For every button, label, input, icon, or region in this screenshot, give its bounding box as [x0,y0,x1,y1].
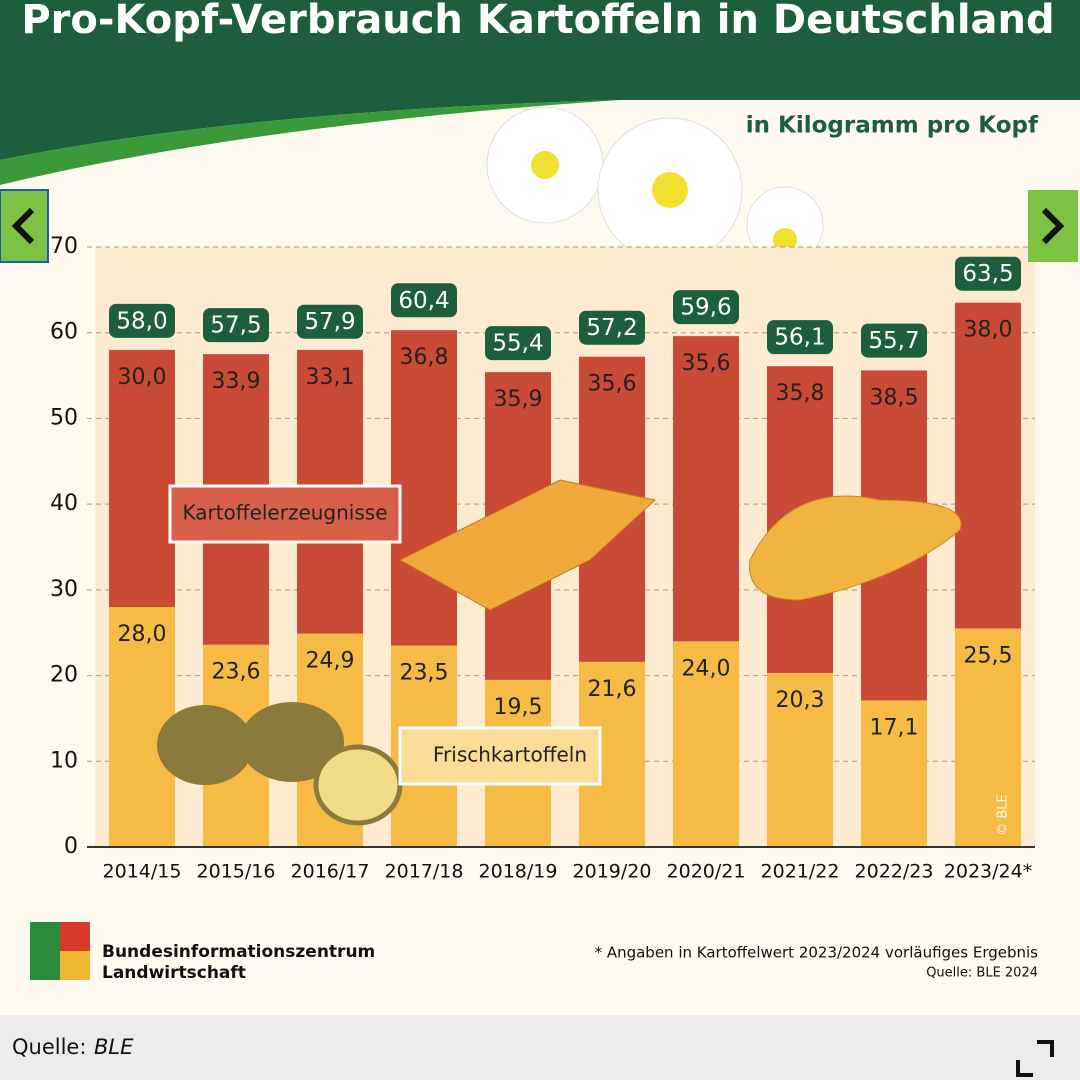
data-label: 23,5 [400,661,449,686]
fries-illustration [398,479,657,611]
data-label: 35,9 [494,387,543,412]
data-label: 25,5 [964,643,1013,668]
total-label: 55,4 [492,331,543,357]
caption-source: BLE [94,1035,134,1059]
bar-segment [861,700,927,847]
y-tick-label: 40 [50,491,78,516]
data-label: 35,8 [776,381,825,406]
data-label: 24,0 [682,656,731,681]
x-tick-label: 2023/24* [944,861,1032,883]
bar-segment [673,336,739,642]
bar-segment [673,641,739,847]
y-tick-label: 20 [50,663,78,688]
x-tick-label: 2021/22 [761,861,840,883]
logo-text: Landwirtschaft [102,963,246,983]
y-tick-label: 0 [64,834,78,859]
total-label: 56,1 [774,325,825,351]
total-label-box [203,308,269,343]
caption-label: Quelle: [12,1035,86,1059]
expand-icon[interactable] [1016,1040,1054,1077]
total-label: 57,2 [586,315,637,341]
x-tick-label: 2014/15 [103,861,182,883]
legend-box [168,484,402,544]
total-label: 60,4 [398,288,449,314]
total-label-box [767,320,833,355]
legend-label: Frischkartoffeln [433,743,587,767]
total-label: 57,9 [304,309,355,335]
total-label-box [861,323,927,358]
logo [30,922,90,980]
total-label-box [297,304,363,339]
chart-subtitle: in Kilogramm pro Kopf [746,113,1039,139]
y-tick-label: 60 [50,320,78,345]
data-label: 21,6 [588,677,637,702]
header-band [0,0,1080,160]
data-label: 38,0 [964,318,1013,343]
total-label-box [109,303,175,338]
total-label: 59,6 [680,295,731,321]
bar-segment [109,349,175,607]
prev-button[interactable] [0,189,49,263]
x-tick-label: 2016/17 [291,861,370,883]
total-label-box [579,310,645,345]
bar-segment [391,330,457,646]
y-tick-label: 30 [50,577,78,602]
x-tick-label: 2018/19 [479,861,558,883]
source: Quelle: BLE 2024 [926,966,1038,981]
watermark: © BLE [996,794,1011,836]
data-label: 23,6 [212,660,261,685]
total-label: 63,5 [962,261,1013,287]
data-label: 24,9 [306,649,355,674]
x-tick-label: 2017/18 [385,861,464,883]
data-label: 17,1 [870,715,919,740]
total-label-box [673,290,739,325]
total-label: 55,7 [868,328,919,354]
potato-illustration [240,702,344,782]
bar-segment [955,628,1021,847]
bar-segment [767,673,833,847]
total-label: 58,0 [116,308,167,334]
potato-chips-illustration [749,495,962,601]
data-label: 36,8 [400,345,449,370]
data-label: 19,5 [494,695,543,720]
data-label: 33,9 [212,369,261,394]
data-label: 30,0 [118,365,167,390]
flowers [486,106,824,264]
data-label: 33,1 [306,365,355,390]
x-tick-label: 2020/21 [667,861,746,883]
total-label-box [955,256,1021,291]
footnote: * Angaben in Kartoffelwert 2023/2024 vor… [595,944,1039,962]
y-tick-label: 50 [50,405,78,430]
x-tick-label: 2015/16 [197,861,276,883]
y-tick-label: 70 [50,234,78,259]
data-label: 35,6 [682,351,731,376]
legend-box [398,726,602,786]
data-label: 20,3 [776,688,825,713]
header-swoosh [0,100,620,185]
y-tick-label: 10 [50,748,78,773]
potato-illustration [157,705,253,785]
caption-bar [0,1015,1080,1080]
data-label: 38,5 [870,385,919,410]
logo-text: Bundesinformationszentrum [102,942,375,962]
total-label: 57,5 [210,313,261,339]
total-label-box [391,283,457,318]
x-tick-label: 2022/23 [855,861,934,883]
legend-label: Kartoffelerzeugnisse [182,501,387,525]
data-label: 28,0 [118,622,167,647]
x-tick-label: 2019/20 [573,861,652,883]
next-button[interactable] [1028,190,1078,262]
data-label: 35,6 [588,372,637,397]
potato-illustration [313,744,403,826]
bar-segment [955,302,1021,629]
chart-title: Pro-Kopf-Verbrauch Kartoffeln in Deutsch… [21,0,1054,43]
total-label-box [485,326,551,361]
